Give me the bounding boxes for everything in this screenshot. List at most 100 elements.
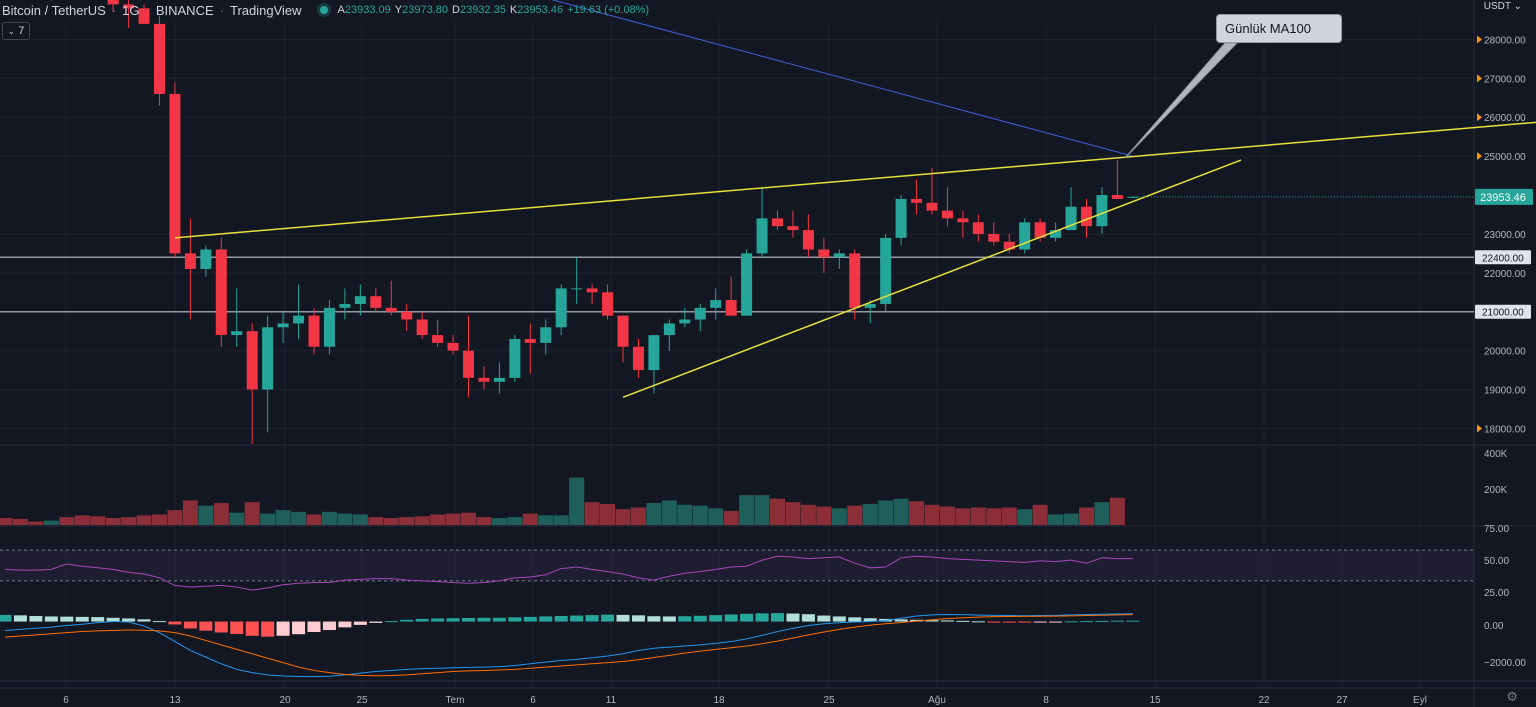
macd-histogram-bar xyxy=(662,616,676,622)
volume-bar xyxy=(816,506,832,525)
candle xyxy=(308,315,320,347)
macd-histogram-bar xyxy=(29,616,43,622)
candle xyxy=(463,350,474,378)
interval-label[interactable]: 1G xyxy=(122,2,140,18)
time-axis-label: 25 xyxy=(823,695,835,706)
macd-histogram-bar xyxy=(601,614,615,622)
candle xyxy=(509,338,521,378)
volume-bar xyxy=(275,510,291,525)
candle xyxy=(586,288,598,293)
gear-icon[interactable]: ⚙ xyxy=(1506,689,1518,704)
candle xyxy=(988,233,1000,242)
volume-bar xyxy=(893,498,909,525)
macd-histogram-bar xyxy=(492,617,506,622)
candle xyxy=(524,338,536,343)
rsi-tick-label: 75.00 xyxy=(1484,524,1509,535)
candle xyxy=(648,335,660,371)
time-axis-label: 20 xyxy=(279,695,291,706)
macd-tick-label: −2000.00 xyxy=(1484,658,1526,669)
indicators-toggle-button[interactable]: ⌄ 7 xyxy=(2,22,30,40)
macd-histogram-bar xyxy=(446,618,460,622)
volume-bar xyxy=(553,515,569,525)
volume-bar xyxy=(630,507,646,525)
volume-bar xyxy=(182,500,198,525)
candle xyxy=(663,323,675,336)
candle xyxy=(617,315,629,347)
macd-histogram-bar xyxy=(1049,621,1063,623)
candle xyxy=(169,93,181,254)
volume-bar xyxy=(414,516,430,525)
candle xyxy=(540,327,552,343)
candle xyxy=(679,319,691,324)
volume-tick-label: 200K xyxy=(1484,485,1508,496)
macd-histogram-bar xyxy=(570,615,584,622)
candle xyxy=(802,230,814,250)
market-status-icon[interactable] xyxy=(319,6,328,14)
candle xyxy=(293,315,305,324)
price-change: +19.63 (+0.08%) xyxy=(567,4,650,16)
macd-histogram-bar xyxy=(276,621,290,636)
volume-bar xyxy=(352,514,368,525)
macd-histogram-bar xyxy=(554,616,568,622)
candle xyxy=(694,307,706,320)
price-tick-label: 28000.00 xyxy=(1484,35,1526,46)
volume-bar xyxy=(12,518,28,525)
macd-histogram-bar xyxy=(44,616,58,622)
candle xyxy=(911,198,923,203)
macd-histogram-bar xyxy=(60,616,74,622)
volume-bar xyxy=(522,513,538,525)
volume-bar xyxy=(909,501,925,525)
symbol-name[interactable]: Bitcoin / TetherUS xyxy=(2,2,106,18)
volume-bar xyxy=(939,506,955,525)
volume-bar xyxy=(847,505,863,525)
candle xyxy=(138,8,150,24)
volume-bar xyxy=(600,503,616,525)
candle xyxy=(632,346,644,371)
candle xyxy=(849,253,861,308)
candle xyxy=(957,218,969,223)
volume-bar xyxy=(584,502,600,525)
volume-bar xyxy=(0,517,13,525)
signal-line xyxy=(4,614,1133,677)
volume-bar xyxy=(1079,507,1094,525)
annotation-pointer xyxy=(1124,42,1239,159)
macd-histogram-bar xyxy=(508,617,522,622)
volume-bar xyxy=(445,513,461,525)
macd-histogram-bar xyxy=(261,621,275,637)
macd-histogram-bar xyxy=(137,619,151,622)
macd-histogram-bar xyxy=(431,618,445,622)
volume-bar xyxy=(1109,497,1125,525)
macd-histogram-bar xyxy=(369,621,383,623)
volume-bar xyxy=(862,503,878,525)
candle xyxy=(926,202,938,211)
chevron-down-icon: ⌄ xyxy=(1513,1,1522,12)
macd-histogram-bar xyxy=(894,619,908,622)
price-tick-label: 25000.00 xyxy=(1484,152,1526,163)
time-axis-label: Tem xyxy=(446,695,465,706)
volume-bar xyxy=(708,508,724,525)
macd-histogram-bar xyxy=(462,618,475,622)
macd-histogram-bar xyxy=(1018,621,1032,623)
candle xyxy=(1003,241,1015,250)
candle xyxy=(941,210,953,219)
ma100-annotation[interactable]: Günlük MA100 xyxy=(1216,14,1342,43)
macd-histogram-bar xyxy=(523,616,537,622)
macd-histogram-bar xyxy=(214,621,228,633)
time-axis-label: 27 xyxy=(1336,695,1348,706)
time-axis-label: 6 xyxy=(530,695,536,706)
macd-histogram-bar xyxy=(678,616,692,622)
volume-bar xyxy=(198,505,214,525)
macd-histogram-bar xyxy=(183,621,197,629)
candle xyxy=(972,222,984,234)
candle xyxy=(354,296,366,304)
currency-selector[interactable]: USDT ⌄ xyxy=(1484,1,1522,12)
volume-bar xyxy=(74,515,90,525)
volume-bar xyxy=(229,512,245,525)
candle xyxy=(864,303,876,308)
macd-histogram-bar xyxy=(106,617,120,622)
volume-bar xyxy=(491,517,507,525)
volume-tick-label: 400K xyxy=(1484,449,1508,460)
macd-histogram-bar xyxy=(956,620,970,622)
alert-marker-icon xyxy=(1477,113,1482,122)
